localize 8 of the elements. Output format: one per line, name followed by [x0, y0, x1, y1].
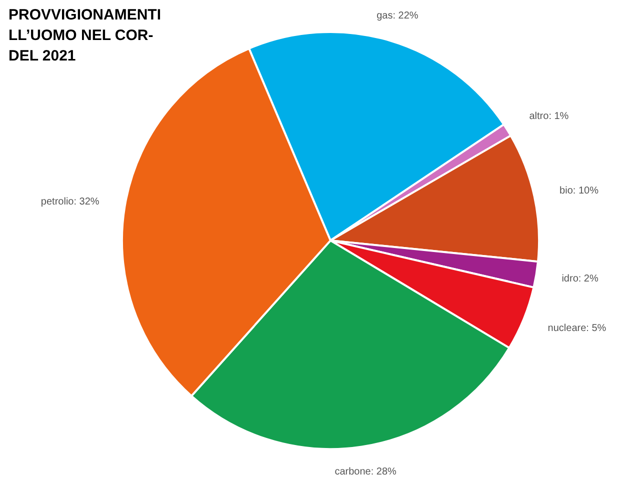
slice-label: idro: 2%: [562, 273, 598, 284]
slice-label: altro: 1%: [529, 110, 569, 122]
slice-label: petrolio: 32%: [40, 196, 100, 208]
text: PROVVIGIONAMENTI LL’UOMO NEL COR- DEL 2021: [8, 6, 162, 64]
slice-label: gas: 22%: [376, 10, 418, 22]
slice-label: carbone: 28%: [334, 466, 397, 478]
slice-label: nucleare: 5%: [548, 322, 606, 334]
slice-label: bio: 10%: [560, 185, 599, 196]
